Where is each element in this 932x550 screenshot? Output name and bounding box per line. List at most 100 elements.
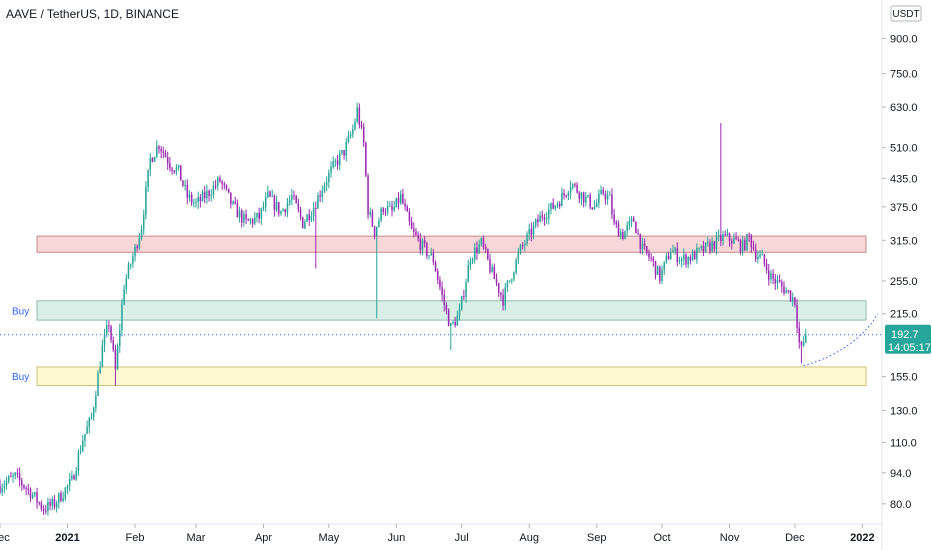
candle-body xyxy=(741,240,744,252)
candle-body xyxy=(64,487,67,499)
candle-body xyxy=(236,203,239,218)
candle-body xyxy=(450,323,452,327)
x-tick-label: Apr xyxy=(255,532,272,544)
candle-body xyxy=(757,256,759,260)
candle-body xyxy=(659,266,661,282)
candle-body xyxy=(591,207,594,209)
candle-body xyxy=(101,345,104,368)
candle-body xyxy=(21,480,23,486)
candle-body xyxy=(530,228,533,235)
candle-body xyxy=(578,192,581,199)
candle-body xyxy=(182,180,184,186)
candle-body xyxy=(173,170,175,173)
y-tick-label: 375.0 xyxy=(890,202,918,214)
candle-body xyxy=(269,191,271,197)
current-price-value: 192.7 xyxy=(891,329,919,341)
candle-body xyxy=(611,194,613,215)
candle-body xyxy=(99,367,101,374)
candle-body xyxy=(789,290,792,301)
candle-body xyxy=(513,272,515,280)
candle-body xyxy=(707,242,709,244)
candle-body xyxy=(277,202,280,214)
candle-body xyxy=(589,195,591,208)
candle-body xyxy=(34,492,36,495)
candle-body xyxy=(12,475,14,477)
candle-body xyxy=(628,221,631,226)
candle-body xyxy=(534,219,537,226)
candle-body xyxy=(632,218,635,222)
candle-body xyxy=(44,510,47,512)
candle-body xyxy=(643,243,646,247)
candle-body xyxy=(439,279,441,288)
candle-body xyxy=(110,326,112,341)
candle-body xyxy=(179,165,182,181)
candle-body xyxy=(685,254,687,265)
candle-body xyxy=(515,259,517,273)
candle-body xyxy=(436,271,439,280)
candle-body xyxy=(232,201,234,204)
candle-body xyxy=(47,501,49,512)
candle-body xyxy=(358,107,361,125)
candle-body xyxy=(240,210,243,223)
candle-body xyxy=(441,287,443,296)
candle-body xyxy=(338,153,341,166)
candle-body xyxy=(301,217,304,229)
zone-label-support-1: Buy xyxy=(12,306,29,317)
candle-body xyxy=(284,209,287,213)
candle-body xyxy=(399,193,402,204)
candle-body xyxy=(558,203,561,207)
candle-body xyxy=(798,327,801,343)
candle-body xyxy=(402,193,404,204)
candle-body xyxy=(140,229,143,238)
candle-body xyxy=(354,121,356,130)
candles-layer xyxy=(0,102,807,516)
candle-body xyxy=(156,146,158,158)
candle-body xyxy=(247,219,250,221)
candle-body xyxy=(88,417,91,427)
candle-body xyxy=(713,241,716,250)
candle-body xyxy=(704,242,707,252)
candle-body xyxy=(748,234,750,236)
candle-body xyxy=(687,257,689,265)
x-tick-label: May xyxy=(318,532,339,544)
current-price-tag: 192.714:05:17 xyxy=(885,324,931,354)
y-tick-label: 315.0 xyxy=(890,235,918,247)
candle-body xyxy=(112,340,115,350)
candle-body xyxy=(543,217,546,220)
candle-body xyxy=(375,226,378,237)
candle-body xyxy=(717,234,720,237)
candle-body xyxy=(765,263,768,271)
candle-body xyxy=(528,228,530,235)
candle-body xyxy=(249,219,252,221)
candle-body xyxy=(759,254,761,257)
candle-body xyxy=(648,253,650,258)
candle-body xyxy=(243,214,245,223)
candle-body xyxy=(352,129,354,135)
y-tick-label: 155.0 xyxy=(890,372,918,384)
candle-body xyxy=(142,214,145,230)
candle-body xyxy=(624,231,626,240)
y-tick-label: 215.0 xyxy=(890,309,918,321)
candle-body xyxy=(29,489,32,499)
candle-body xyxy=(190,194,193,203)
candle-body xyxy=(465,282,467,298)
candle-body xyxy=(175,167,178,173)
candle-body xyxy=(49,501,51,506)
candle-body xyxy=(700,246,703,248)
candle-body xyxy=(286,203,289,213)
candle-body xyxy=(615,222,618,225)
candle-body xyxy=(3,485,6,489)
candle-body xyxy=(55,503,58,508)
candle-body xyxy=(802,342,805,346)
candle-body xyxy=(169,163,171,169)
candle-body xyxy=(511,279,513,281)
candle-body xyxy=(580,192,583,199)
candle-body xyxy=(267,191,269,198)
candle-body xyxy=(532,225,535,235)
candle-body xyxy=(81,440,84,452)
candle-body xyxy=(308,214,311,221)
candle-body xyxy=(127,264,130,278)
candle-body xyxy=(656,266,659,276)
